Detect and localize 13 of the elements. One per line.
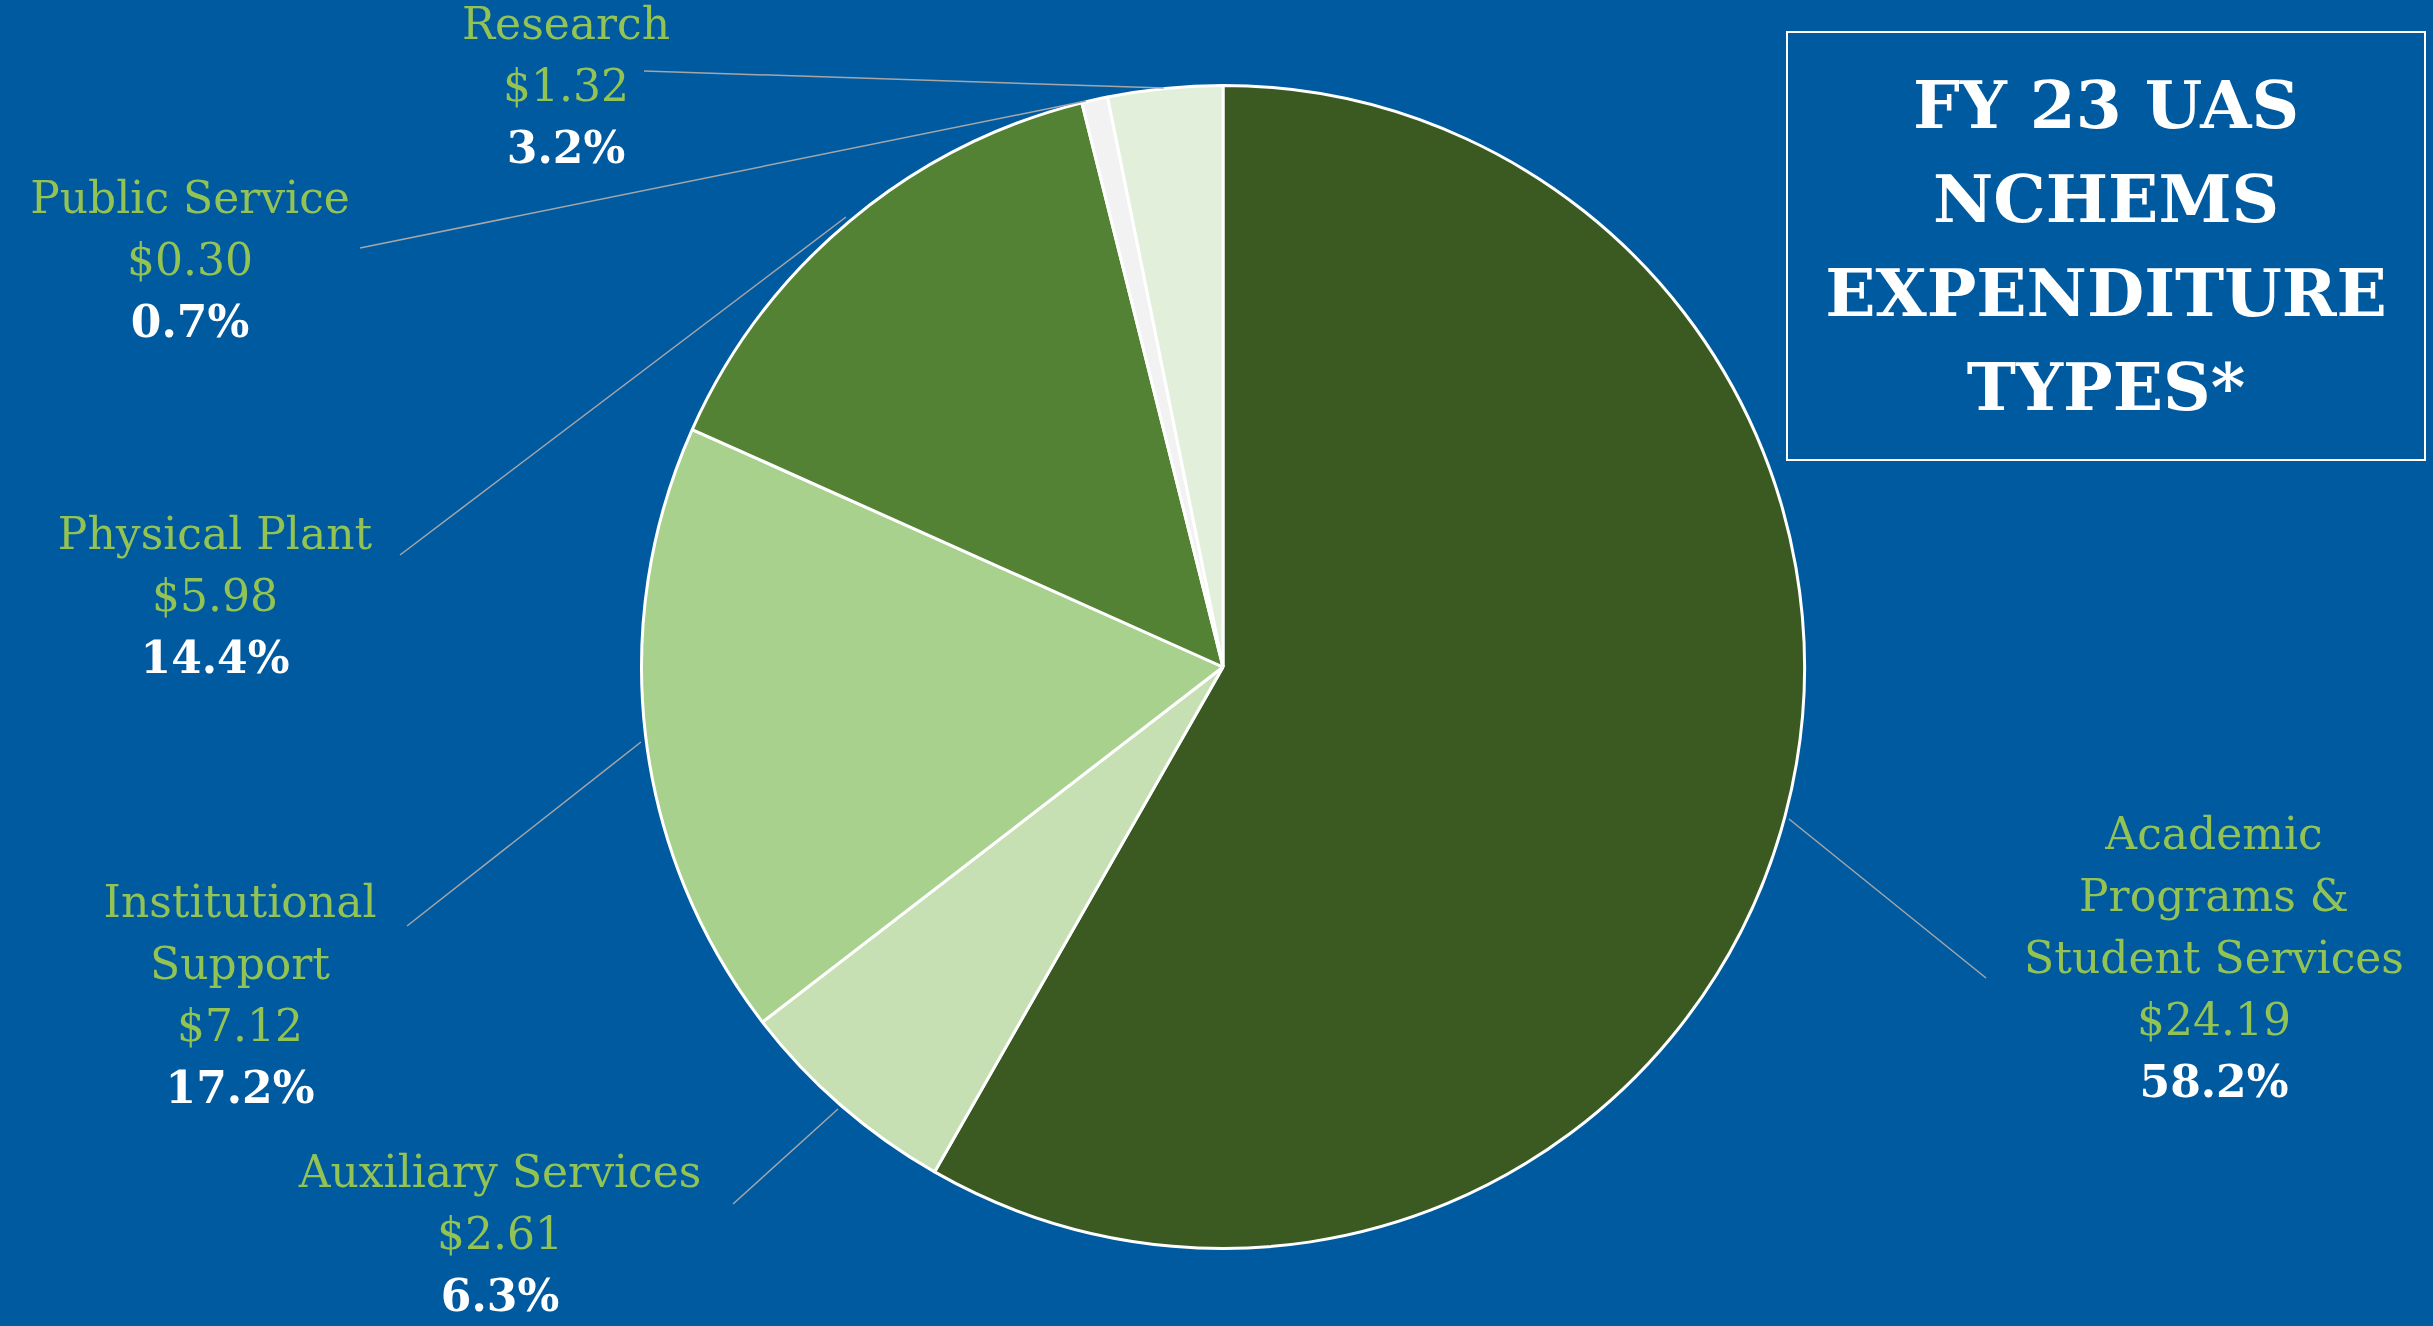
slice-label: Research: [461, 0, 671, 50]
slice-label: Academic Programs & Student Services: [2024, 808, 2404, 984]
slice-label: Auxiliary Services: [297, 1146, 702, 1198]
slice-label: Institutional Support: [103, 876, 377, 990]
data-label: $1.32 3.2%: [503, 60, 629, 174]
data-label: $2.61 6.3%: [437, 1208, 563, 1322]
data-label: $24.19 58.2%: [2137, 994, 2291, 1108]
text: FY 23 UAS NCHEMS EXPENDITURE TYPES*: [1786, 31, 2426, 461]
slice-label: Public Service: [30, 172, 350, 224]
data-label: $0.30 0.7%: [127, 234, 253, 348]
data-label: $7.12 17.2%: [165, 1000, 315, 1114]
data-label: $5.98 14.4%: [140, 570, 290, 684]
slice-label: Physical Plant: [57, 508, 373, 560]
